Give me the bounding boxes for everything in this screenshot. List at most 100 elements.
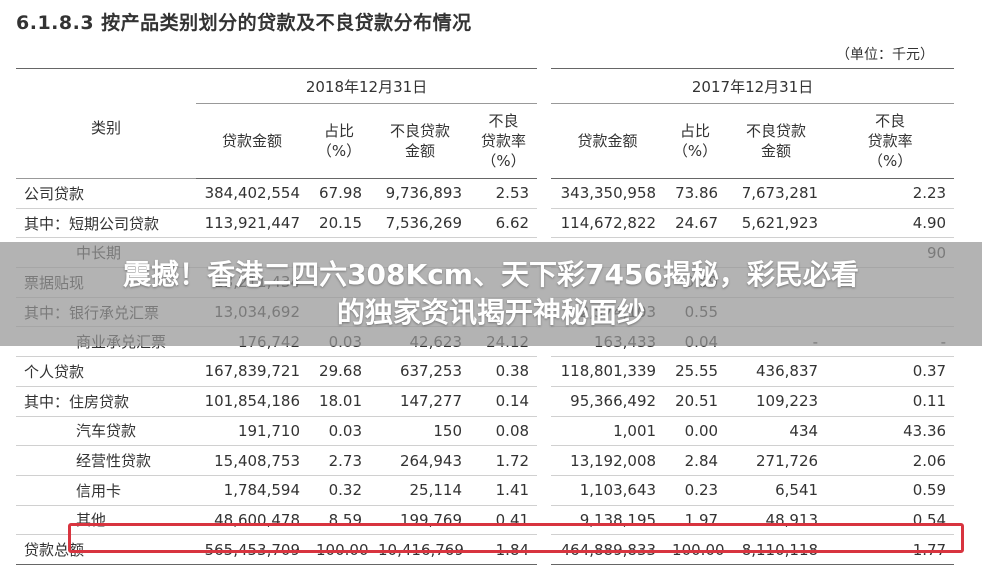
- table-cell: 73.86: [664, 178, 727, 209]
- table-cell: 150: [370, 416, 470, 447]
- table-cell: 0.00: [664, 416, 727, 447]
- period-header-2017: 2017年12月31日: [544, 68, 955, 104]
- table-cell: 464,889,833: [544, 534, 665, 565]
- table-cell: 0.14: [470, 386, 552, 417]
- row-label: 其中：短期公司贷款: [16, 208, 196, 239]
- table-cell: 2.84: [664, 445, 727, 476]
- column-header-line: 金额: [404, 142, 435, 160]
- column-header-line: （%）: [316, 142, 362, 160]
- column-header-line: 占比: [680, 122, 711, 140]
- table-cell: 100.00: [308, 534, 370, 565]
- table-cell: 109,223: [726, 386, 827, 417]
- highlight-box-other-row: [68, 523, 964, 553]
- column-header-line: 占比: [323, 122, 354, 140]
- row-label: 其中：住房贷款: [16, 386, 196, 417]
- table-cell: 2.53: [470, 178, 552, 209]
- row-label: 其他: [16, 505, 196, 536]
- table-cell: 0.37: [826, 356, 955, 387]
- loan-amount-header-2017: 贷款金额: [544, 103, 665, 179]
- table-cell: 4.90: [826, 208, 955, 239]
- table-cell: 8,110,118: [726, 534, 827, 565]
- table-cell: 1.72: [470, 445, 552, 476]
- table-row: 其中：住房贷款 101,854,186 18.01 147,277 0.14 95,366…: [16, 386, 955, 417]
- table-cell: 436,837: [726, 356, 827, 387]
- table-cell: 101,854,186: [196, 386, 308, 417]
- table-cell: 43.36: [826, 416, 955, 447]
- table-cell: 1,784,594: [196, 475, 308, 506]
- table-cell: 1,001: [544, 416, 665, 447]
- table-cell: 343,350,958: [544, 178, 665, 209]
- npl-amount-header-2018: 不良贷款 金额: [370, 103, 470, 179]
- table-cell: 13,192,008: [544, 445, 665, 476]
- table-cell: 67.98: [308, 178, 370, 209]
- table-cell: 5,621,923: [726, 208, 827, 239]
- share-header-2017: 占比 （%）: [664, 103, 727, 179]
- table-cell: 25,114: [370, 475, 470, 506]
- table-row: 公司贷款 384,402,554 67.98 9,736,893 2.53 343,350…: [16, 178, 955, 209]
- table-cell: 565,453,709: [196, 534, 308, 565]
- table-row: 汽车贷款 191,710 0.03 150 0.08 1,001 0.00 434 43.36: [16, 416, 955, 447]
- row-label: 公司贷款: [16, 178, 196, 209]
- table-cell: 15,408,753: [196, 445, 308, 476]
- table-cell: 29.68: [308, 356, 370, 387]
- table-row: 信用卡 1,784,594 0.32 25,114 1.41 1,103,643 0.23 6…: [16, 475, 955, 506]
- table-cell: 7,673,281: [726, 178, 827, 209]
- table-cell: 100.00: [664, 534, 727, 565]
- category-header: 类别: [16, 68, 196, 179]
- table-cell: 118,801,339: [544, 356, 665, 387]
- loan-amount-header-2018: 贷款金额: [196, 103, 308, 179]
- table-cell: 9,736,893: [370, 178, 470, 209]
- table-cell: 1,103,643: [544, 475, 665, 506]
- table-cell: 25.55: [664, 356, 727, 387]
- table-cell: 0.38: [470, 356, 552, 387]
- npl-ratio-header-2017: 不良 贷款率 （%）: [826, 103, 955, 179]
- period-header-2018: 2018年12月31日: [196, 68, 552, 104]
- share-header-2018: 占比 （%）: [308, 103, 370, 179]
- page-title: 6.1.8.3 按产品类别划分的贷款及不良贷款分布情况: [16, 12, 472, 34]
- column-header-line: 贷款金额: [577, 132, 638, 150]
- column-header-line: 贷款率: [481, 132, 527, 150]
- table-cell: 7,536,269: [370, 208, 470, 239]
- table-cell: 114,672,822: [544, 208, 665, 239]
- table-row: 个人贷款 167,839,721 29.68 637,253 0.38 118,801,3…: [16, 356, 955, 387]
- row-label: 汽车贷款: [16, 416, 196, 447]
- table-cell: 191,710: [196, 416, 308, 447]
- table-cell: 434: [726, 416, 827, 447]
- column-header-line: （%）: [481, 152, 526, 170]
- table-cell: 0.08: [470, 416, 552, 447]
- unit-note: （单位：千元）: [836, 47, 934, 63]
- column-header-line: 不良贷款: [746, 122, 807, 140]
- table-cell: 0.59: [826, 475, 955, 506]
- column-header-line: （%）: [867, 152, 913, 170]
- table-cell: 1.41: [470, 475, 552, 506]
- table-cell: 2.06: [826, 445, 955, 476]
- overlay-headline-line1: 震撼！香港二四六308Kcm、天下彩7456揭秘，彩民必看: [123, 258, 859, 291]
- table-body: 公司贷款 384,402,554 67.98 9,736,893 2.53 343,350…: [16, 178, 955, 565]
- column-header-row: 贷款金额 占比 （%） 不良贷款 金额 不良 贷款率 （%） 贷款金额 占比 （%） 不良贷款 金额 不良…: [16, 103, 955, 179]
- table-cell: 167,839,721: [196, 356, 308, 387]
- table-cell: 2.23: [826, 178, 955, 209]
- table-row: 贷款总额 565,453,709 100.00 10,416,769 1.84 464,8…: [16, 534, 955, 565]
- table-cell: 1.77: [826, 534, 955, 565]
- table-cell: 0.11: [826, 386, 955, 417]
- table-cell: 10,416,769: [370, 534, 470, 565]
- row-label: 贷款总额: [16, 534, 196, 565]
- column-header-line: 不良贷款: [389, 122, 450, 140]
- table-cell: 637,253: [370, 356, 470, 387]
- column-header-line: 金额: [761, 142, 792, 160]
- table-cell: 24.67: [664, 208, 727, 239]
- table-cell: 0.23: [664, 475, 727, 506]
- table-cell: 18.01: [308, 386, 370, 417]
- column-header-line: 贷款金额: [221, 132, 282, 150]
- table-cell: 2.73: [308, 445, 370, 476]
- column-header-line: 贷款率: [867, 132, 913, 150]
- row-label: 经营性贷款: [16, 445, 196, 476]
- table-cell: 6.62: [470, 208, 552, 239]
- column-header-line: 不良: [488, 112, 519, 130]
- table-cell: 20.15: [308, 208, 370, 239]
- table-cell: 20.51: [664, 386, 727, 417]
- table-cell: 264,943: [370, 445, 470, 476]
- table-cell: 1.84: [470, 534, 552, 565]
- table-cell: 6,541: [726, 475, 827, 506]
- table-cell: 0.32: [308, 475, 370, 506]
